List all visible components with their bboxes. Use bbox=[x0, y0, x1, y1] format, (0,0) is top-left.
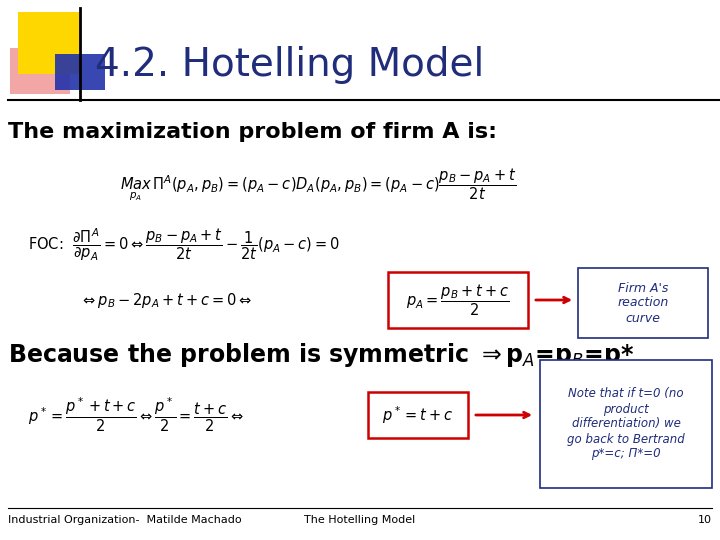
Text: $\underset{p_A}{Max}\,\Pi^A(p_A,p_B) = (p_A - c)D_A(p_A,p_B) = (p_A - c)\dfrac{p: $\underset{p_A}{Max}\,\Pi^A(p_A,p_B) = (… bbox=[120, 167, 516, 204]
Bar bbox=[578, 268, 708, 338]
Text: $p^* = t + c$: $p^* = t + c$ bbox=[382, 404, 454, 426]
Bar bbox=[18, 12, 80, 74]
Bar bbox=[368, 392, 468, 438]
Text: 4.2. Hotelling Model: 4.2. Hotelling Model bbox=[95, 46, 485, 84]
Text: The maximization problem of firm A is:: The maximization problem of firm A is: bbox=[8, 122, 497, 142]
Bar bbox=[10, 48, 70, 94]
Text: Industrial Organization-  Matilde Machado: Industrial Organization- Matilde Machado bbox=[8, 515, 242, 525]
Text: $p^* = \dfrac{p^* + t + c}{2} \Leftrightarrow \dfrac{p^*}{2} = \dfrac{t + c}{2} : $p^* = \dfrac{p^* + t + c}{2} \Leftright… bbox=[28, 396, 244, 434]
Text: $\Leftrightarrow p_B - 2p_A + t + c = 0 \Leftrightarrow$: $\Leftrightarrow p_B - 2p_A + t + c = 0 … bbox=[80, 291, 252, 309]
Bar bbox=[55, 54, 105, 90]
Text: FOC:  $\dfrac{\partial\Pi^A}{\partial p_A} = 0 \Leftrightarrow \dfrac{p_B - p_A : FOC: $\dfrac{\partial\Pi^A}{\partial p_A… bbox=[28, 227, 340, 264]
Text: Because the problem is symmetric $\Rightarrow$p$_A$=p$_B$=p*: Because the problem is symmetric $\Right… bbox=[8, 341, 634, 369]
Bar bbox=[388, 272, 528, 328]
Bar bbox=[540, 360, 712, 488]
Text: Note that if t=0 (no
product
differentiation) we
go back to Bertrand
p*=c; Π*=0: Note that if t=0 (no product differentia… bbox=[567, 388, 685, 461]
Text: The Hotelling Model: The Hotelling Model bbox=[305, 515, 415, 525]
Text: Firm A's
reaction
curve: Firm A's reaction curve bbox=[617, 281, 669, 325]
Text: 10: 10 bbox=[698, 515, 712, 525]
Text: $p_A = \dfrac{p_B + t + c}{2}$: $p_A = \dfrac{p_B + t + c}{2}$ bbox=[406, 282, 510, 318]
